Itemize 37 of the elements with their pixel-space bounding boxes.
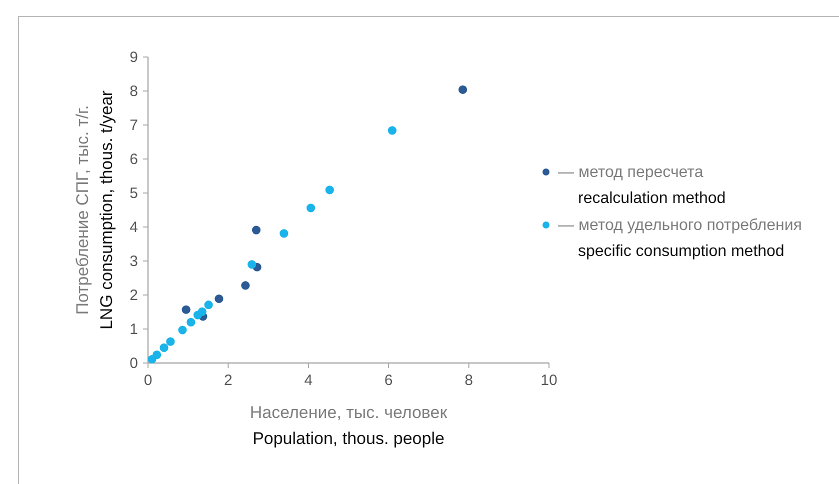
y-tick-label: 7: [130, 117, 138, 134]
x-tick-label: 0: [144, 372, 152, 389]
point: [458, 85, 468, 94]
legend-label: — метод удельного потребления specific consumption method: [558, 217, 802, 260]
y-tick-label: 2: [130, 287, 138, 304]
point: [388, 126, 397, 135]
y-tick-label: 5: [130, 185, 138, 202]
point: [160, 343, 168, 352]
x-tick-label: 10: [540, 372, 558, 389]
x-tick-label: 6: [384, 372, 393, 389]
point: [241, 281, 250, 290]
x-tick-label: 8: [464, 372, 473, 389]
point: [204, 300, 213, 310]
point: [186, 318, 196, 326]
y-tick-label: 4: [130, 219, 138, 236]
y-axis-title: Потребление СПГ, тыс. т/г. LNG consumption, thous. t/year: [73, 90, 116, 330]
point: [280, 229, 288, 238]
y-tick-label: 3: [130, 253, 138, 270]
point: [248, 260, 256, 269]
point: [178, 326, 187, 334]
point: [148, 354, 156, 364]
x-axis-title: Население, тыс. человек Population, thous. people: [250, 403, 448, 448]
point: [252, 226, 261, 234]
y-tick-label: 0: [130, 355, 138, 372]
y-tick-label: 9: [130, 49, 138, 66]
x-tick-label: 2: [224, 372, 232, 389]
y-tick-label: 8: [130, 83, 138, 100]
point: [193, 310, 202, 320]
legend-label: — метод пересчета recalculation method: [558, 164, 726, 207]
point: [182, 305, 190, 314]
x-tick-label: 4: [304, 372, 313, 389]
y-tick-label: 6: [130, 151, 138, 168]
point: [214, 294, 224, 304]
point: [306, 204, 316, 212]
point: [166, 337, 175, 346]
y-tick-label: 1: [130, 321, 138, 338]
point: [325, 186, 334, 194]
